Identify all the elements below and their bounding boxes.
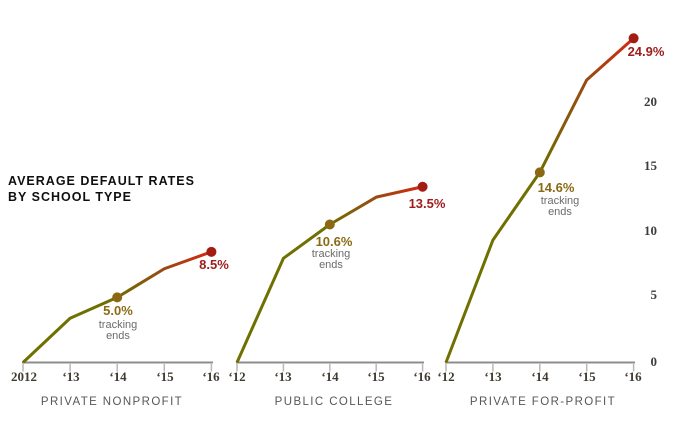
chart3-tracking-note-line1: tracking: [540, 195, 580, 207]
y-axis-tick-0: 0: [650, 354, 658, 369]
chart3-tracking-note-line2: ends: [548, 206, 572, 218]
chart1-xlabel-15: ‘15: [156, 369, 174, 384]
end-value-dot: [417, 181, 428, 192]
y-axis-tick-20: 20: [644, 94, 657, 109]
chart1-xlabel-2012: 2012: [11, 369, 37, 384]
page-title-line1: AVERAGE DEFAULT RATES: [8, 174, 195, 188]
chart3-end-value-label: 24.9%: [627, 44, 665, 59]
chart1-xlabel-14: ‘14: [109, 369, 127, 384]
chart1-tracking-note-line1: tracking: [98, 319, 138, 331]
chart3-tracking-value-label: 14.6%: [537, 180, 575, 195]
page-title-line2: BY SCHOOL TYPE: [8, 190, 132, 204]
chart3-xlabel-15: ‘15: [578, 369, 596, 384]
end-value-dot: [628, 33, 639, 44]
y-axis-tick-5: 5: [650, 287, 658, 302]
chart1-xlabel-13: ‘13: [62, 369, 80, 384]
tracking-ends-dot: [324, 219, 335, 230]
chart2-xlabel-13: ‘13: [274, 369, 292, 384]
chart2-end-value-label: 13.5%: [408, 196, 446, 211]
series-line-projected: [116, 250, 212, 299]
series-line-tracked: [444, 171, 542, 364]
chart3-title: PRIVATE FOR-PROFIT: [469, 396, 617, 408]
series-line-projected: [329, 185, 423, 226]
chart2-tracking-value-label: 10.6%: [315, 234, 353, 249]
chart2-xlabel-14: ‘14: [321, 369, 339, 384]
chart1-tracking-note: tracking ends: [99, 320, 138, 342]
chart2-tracking-note: tracking ends: [312, 249, 351, 271]
end-value-dot: [206, 246, 217, 257]
chart2-xlabel-16: ‘16: [413, 369, 431, 384]
chart1-title: PRIVATE NONPROFIT: [40, 396, 184, 408]
y-axis-tick-15: 15: [644, 158, 657, 173]
chart2-tracking-note-line1: tracking: [311, 248, 351, 260]
series-line-tracked: [21, 296, 118, 364]
chart1-tracking-value-label: 5.0%: [103, 303, 133, 318]
tracking-ends-dot: [534, 167, 545, 178]
chart1-tracking-note-line2: ends: [106, 330, 130, 342]
chart2-tracking-note-line2: ends: [319, 259, 343, 271]
chart3-tracking-note: tracking ends: [541, 196, 580, 218]
chart2-xlabel-12: ‘12: [228, 369, 246, 384]
series-line-projected: [538, 37, 635, 174]
chart2-title: PUBLIC COLLEGE: [274, 396, 394, 408]
chart2-xlabel-15: ‘15: [367, 369, 385, 384]
chart1-xlabel-16: ‘16: [202, 369, 220, 384]
chart3-xlabel-12: ‘12: [437, 369, 455, 384]
chart1-end-value-label: 8.5%: [199, 257, 229, 272]
chart3-xlabel-13: ‘13: [484, 369, 502, 384]
y-axis-tick-10: 10: [644, 223, 657, 238]
tracking-ends-dot: [112, 292, 123, 303]
chart3-xlabel-14: ‘14: [531, 369, 549, 384]
series-line-tracked: [235, 223, 331, 364]
chart3-xlabel-16: ‘16: [624, 369, 642, 384]
